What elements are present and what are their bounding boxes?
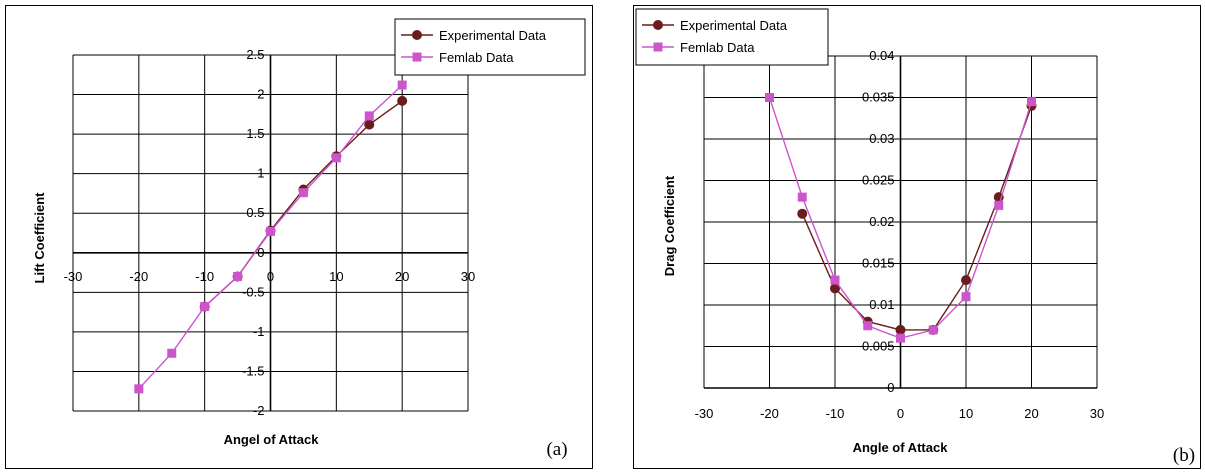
x-tick-label: 20 bbox=[1024, 406, 1038, 421]
data-point-marker bbox=[266, 226, 275, 236]
drag-coefficient-chart: 0 0.005 0.01 0.015 0.02 0.025 0.03 0.035 0.04 -30… bbox=[635, 8, 1195, 466]
x-tick-label: -30 bbox=[64, 269, 83, 284]
x-tick-label: 10 bbox=[329, 269, 343, 284]
y-tick-label: 0.03 bbox=[869, 131, 894, 146]
data-point-marker bbox=[928, 325, 938, 335]
data-point-marker bbox=[863, 321, 873, 331]
data-point-marker bbox=[797, 192, 807, 202]
plot-area: -2-1.5-1-0.500.511.522.5-30 -20 -10 0 10 20 30 bbox=[64, 47, 476, 418]
y-tick-label: 1.5 bbox=[246, 126, 264, 141]
y-axis-title: Drag Coefficient bbox=[662, 175, 677, 276]
plot-area: 0 0.005 0.01 0.015 0.02 0.025 0.03 0.035 0.04 -30… bbox=[695, 48, 1105, 421]
y-tick-label: 0.035 bbox=[862, 90, 895, 105]
legend-label: Femlab Data bbox=[439, 50, 514, 65]
x-tick-label: 20 bbox=[395, 269, 409, 284]
data-point-marker bbox=[830, 283, 840, 294]
data-point-marker bbox=[961, 275, 971, 286]
data-point-marker bbox=[200, 302, 210, 312]
data-point-marker bbox=[1027, 97, 1036, 107]
x-tick-label: 10 bbox=[959, 406, 973, 421]
y-tick-label: -1 bbox=[253, 324, 265, 339]
data-point-marker bbox=[233, 272, 243, 282]
data-point-marker bbox=[397, 80, 407, 90]
y-tick-label: 1 bbox=[257, 166, 264, 181]
data-point-marker bbox=[797, 208, 808, 219]
y-tick-label: 0.005 bbox=[862, 339, 895, 354]
y-tick-label: 0.01 bbox=[869, 297, 894, 312]
data-point-marker bbox=[364, 111, 374, 121]
y-tick-label: 2.5 bbox=[246, 47, 264, 62]
legend-label: Experimental Data bbox=[439, 28, 547, 43]
legend-label: Experimental Data bbox=[680, 18, 788, 33]
series-line bbox=[801, 105, 1033, 331]
lift-coefficient-chart: -2-1.5-1-0.500.511.522.5-30 -20 -10 0 10 20 30… bbox=[32, 18, 586, 460]
y-tick-label: 2 bbox=[257, 87, 264, 102]
y-tick-label: -0.5 bbox=[242, 284, 264, 299]
legend-swatch-marker bbox=[412, 52, 422, 62]
y-axis-title: Lift Coefficient bbox=[32, 192, 47, 284]
data-point-marker bbox=[994, 200, 1004, 210]
y-tick-label: 0.02 bbox=[869, 214, 894, 229]
data-point-marker bbox=[397, 95, 408, 106]
y-tick-label: -2 bbox=[253, 403, 265, 418]
x-tick-label: 0 bbox=[897, 406, 904, 421]
legend-swatch-marker bbox=[653, 20, 663, 30]
data-point-marker bbox=[895, 324, 906, 335]
data-point-marker bbox=[298, 188, 308, 198]
y-tick-label: 0.015 bbox=[862, 256, 895, 271]
data-point-marker bbox=[830, 275, 840, 285]
panel-label: (a) bbox=[546, 439, 567, 460]
x-tick-label: 30 bbox=[461, 269, 475, 284]
x-axis-title: Angel of Attack bbox=[224, 432, 320, 447]
legend: Experimental Data Femlab Data bbox=[635, 8, 829, 66]
legend-label: Femlab Data bbox=[680, 40, 755, 55]
y-tick-label: -1.5 bbox=[242, 363, 264, 378]
x-tick-label: -20 bbox=[760, 406, 779, 421]
data-point-marker bbox=[765, 93, 774, 102]
data-point-marker bbox=[167, 348, 177, 358]
data-point-marker bbox=[331, 153, 341, 163]
data-point-marker bbox=[134, 384, 144, 394]
legend: Experimental Data Femlab Data bbox=[394, 18, 586, 76]
x-axis-title: Angle of Attack bbox=[853, 440, 949, 455]
y-tick-label: 0.04 bbox=[869, 48, 894, 63]
y-tick-label: 0 bbox=[257, 245, 264, 260]
data-point-marker bbox=[961, 292, 971, 302]
y-tick-label: 0.5 bbox=[246, 205, 264, 220]
chart-panel-b: 0 0.005 0.01 0.015 0.02 0.025 0.03 0.035 0.04 -30… bbox=[633, 5, 1201, 469]
y-tick-label: 0 bbox=[887, 380, 894, 395]
legend-swatch-marker bbox=[412, 30, 422, 40]
data-point-marker bbox=[364, 119, 375, 130]
x-tick-label: -10 bbox=[826, 406, 845, 421]
legend-box bbox=[635, 8, 829, 66]
legend-swatch-marker bbox=[653, 42, 663, 52]
y-tick-label: 0.025 bbox=[862, 173, 895, 188]
chart-panel-a: -2 -1.5 -1 -0.5 0 0.5 1 1.5 2 2.5 -30 -20 -10 0 10 20 30… bbox=[5, 5, 593, 469]
data-point-marker bbox=[896, 333, 905, 343]
x-tick-label: -30 bbox=[695, 406, 714, 421]
legend-box bbox=[394, 18, 586, 76]
x-tick-label: 30 bbox=[1090, 406, 1104, 421]
x-tick-label: 0 bbox=[267, 269, 274, 284]
x-tick-label: -10 bbox=[195, 269, 214, 284]
panel-label: (b) bbox=[1173, 445, 1195, 466]
x-tick-label: -20 bbox=[129, 269, 148, 284]
